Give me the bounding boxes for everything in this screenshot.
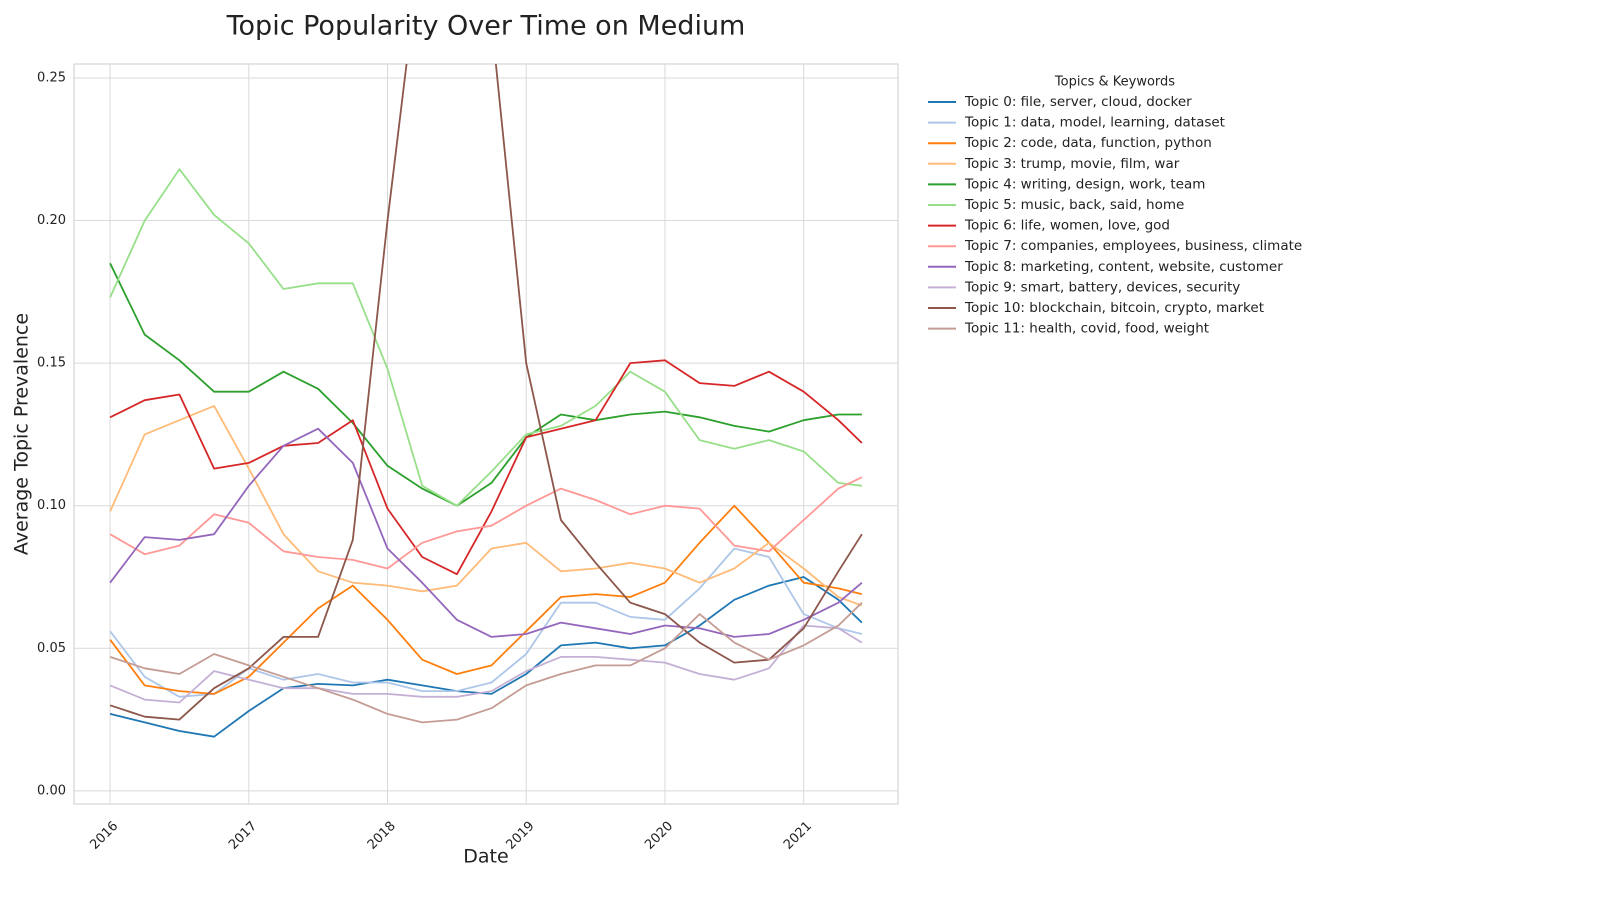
series-line bbox=[109, 427, 863, 638]
legend-label: Topic 3: trump, movie, film, war bbox=[964, 156, 1180, 172]
y-tick-label: 0.10 bbox=[37, 498, 66, 513]
legend-label: Topic 8: marketing, content, website, cu… bbox=[964, 259, 1283, 275]
y-tick-label: 0.05 bbox=[37, 641, 66, 656]
legend-label: Topic 0: file, server, cloud, docker bbox=[964, 94, 1192, 110]
x-tick-label: 2017 bbox=[226, 819, 260, 853]
legend-label: Topic 2: code, data, function, python bbox=[964, 135, 1212, 151]
y-tick-label: 0.25 bbox=[37, 70, 66, 85]
plot-area bbox=[73, 63, 899, 805]
legend-label: Topic 11: health, covid, food, weight bbox=[964, 321, 1209, 337]
series-line bbox=[109, 64, 863, 721]
series-line bbox=[109, 405, 863, 607]
series-line bbox=[109, 576, 863, 738]
legend-label: Topic 10: blockchain, bitcoin, crypto, m… bbox=[964, 300, 1264, 316]
legend-label: Topic 7: companies, employees, business,… bbox=[964, 238, 1302, 254]
legend-title: Topics & Keywords bbox=[1054, 75, 1175, 90]
series-line bbox=[109, 504, 863, 695]
legend-label: Topic 9: smart, battery, devices, securi… bbox=[964, 279, 1240, 295]
legend-label: Topic 5: music, back, said, home bbox=[964, 197, 1184, 213]
legend-label: Topic 4: writing, design, work, team bbox=[964, 176, 1205, 192]
legend-label: Topic 6: life, women, love, god bbox=[964, 218, 1170, 234]
series-line bbox=[109, 262, 862, 507]
y-tick-label: 0.15 bbox=[37, 356, 66, 371]
y-tick-label: 0.00 bbox=[37, 783, 66, 798]
series-line bbox=[109, 359, 863, 576]
series-line bbox=[109, 476, 863, 570]
series-line bbox=[109, 602, 863, 724]
y-tick-label: 0.20 bbox=[37, 213, 66, 228]
series-line bbox=[109, 168, 863, 507]
chart-title: Topic Popularity Over Time on Medium bbox=[226, 11, 746, 42]
x-tick-label: 2019 bbox=[504, 819, 538, 853]
series-line bbox=[109, 624, 863, 704]
x-tick-label: 2016 bbox=[87, 819, 121, 853]
legend-label: Topic 1: data, model, learning, dataset bbox=[964, 115, 1225, 131]
x-tick-label: 2020 bbox=[642, 819, 676, 853]
x-tick-label: 2018 bbox=[365, 819, 399, 853]
lines bbox=[109, 64, 863, 738]
x-tick-label: 2021 bbox=[781, 819, 815, 853]
y-axis-label: Average Topic Prevalence bbox=[11, 313, 33, 555]
x-axis-label: Date bbox=[463, 846, 508, 868]
